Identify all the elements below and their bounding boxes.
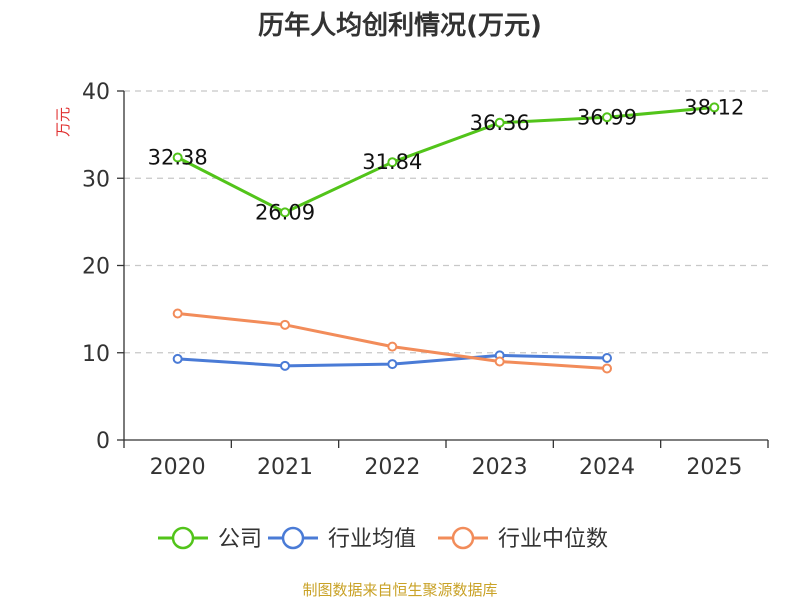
series-layer bbox=[172, 102, 720, 374]
data-label: 36.99 bbox=[577, 105, 637, 129]
data-point bbox=[602, 352, 612, 363]
gridlines bbox=[124, 90, 768, 354]
legend-marker bbox=[451, 526, 475, 550]
y-tick-label: 0 bbox=[96, 429, 110, 454]
data-point bbox=[280, 360, 290, 371]
data-label: 31.84 bbox=[362, 150, 422, 174]
y-tick-label: 10 bbox=[82, 342, 110, 367]
data-point bbox=[172, 152, 183, 163]
data-label: 26.09 bbox=[255, 200, 315, 224]
y-tick-label: 20 bbox=[82, 255, 110, 280]
data-point bbox=[709, 102, 720, 113]
data-label: 36.36 bbox=[470, 111, 530, 135]
x-tick-label: 2025 bbox=[686, 455, 742, 480]
data-point bbox=[602, 112, 612, 123]
data-point bbox=[387, 359, 398, 370]
data-point bbox=[387, 341, 398, 352]
legend-marker bbox=[281, 526, 305, 550]
y-tick-label: 30 bbox=[82, 167, 110, 192]
legend-label[interactable]: 行业均值 bbox=[328, 527, 416, 552]
axes: 0 10 20 30 40 2020 2021 2022 2023 2024 2025 bbox=[82, 80, 769, 480]
source-note: 制图数据来自恒生聚源数据库 bbox=[302, 581, 497, 599]
x-tick-label: 2021 bbox=[257, 455, 313, 480]
y-tick-label: 40 bbox=[82, 80, 110, 105]
data-point bbox=[387, 157, 398, 168]
legend-label[interactable]: 行业中位数 bbox=[498, 527, 608, 552]
x-tick-label: 2023 bbox=[472, 455, 528, 480]
series-line-0 bbox=[176, 105, 716, 214]
data-label: 32.38 bbox=[148, 145, 208, 169]
data-label: 38.12 bbox=[684, 95, 744, 119]
data-point bbox=[494, 356, 505, 367]
legend: 公司 行业均值 行业中位数 bbox=[158, 526, 608, 552]
data-point bbox=[494, 117, 505, 128]
legend-marker bbox=[171, 526, 195, 550]
x-tick-label: 2024 bbox=[579, 455, 635, 480]
x-tick-label: 2020 bbox=[150, 455, 206, 480]
legend-label[interactable]: 公司 bbox=[218, 527, 262, 552]
data-point bbox=[280, 207, 290, 218]
data-point bbox=[602, 363, 612, 374]
chart-title: 历年人均创利情况(万元) bbox=[258, 10, 542, 41]
data-point bbox=[172, 308, 183, 319]
data-point bbox=[172, 353, 183, 364]
data-labels: 32.38 26.09 31.84 36.36 36.99 38.12 bbox=[148, 95, 745, 224]
data-point bbox=[280, 319, 290, 330]
x-tick-label: 2022 bbox=[364, 455, 420, 480]
y-axis-label: 万元 bbox=[54, 107, 72, 137]
